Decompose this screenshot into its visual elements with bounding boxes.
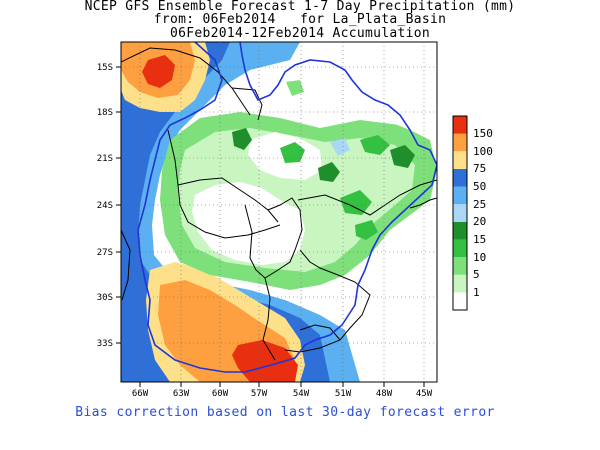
map-title-line-2: from: 06Feb2014 for La_Plata_Basin — [153, 12, 447, 27]
colorbar-label: 10 — [473, 251, 486, 264]
y-tick-label: 15S — [97, 63, 113, 73]
colorbar-swatch — [453, 239, 467, 258]
colorbar-swatch — [453, 292, 467, 310]
colorbar-label: 5 — [473, 268, 480, 281]
x-tick-label: 54W — [293, 389, 310, 399]
y-tick-label: 24S — [97, 201, 113, 211]
country-borders — [121, 47, 437, 361]
precip-15-20-cell-7 — [355, 220, 378, 240]
precip-20-25-cell-2 — [318, 162, 340, 182]
colorbar-swatch — [453, 274, 467, 293]
colorbar-swatch — [453, 151, 467, 169]
precip-15-20-cell-3 — [340, 190, 372, 215]
x-tick-label: 63W — [173, 389, 190, 399]
x-tick-label: 45W — [416, 389, 433, 399]
colorbar-swatch — [453, 168, 467, 187]
colorbar — [453, 116, 467, 310]
x-tick-label: 57W — [251, 389, 268, 399]
precip-15-20-cell-5 — [360, 135, 390, 155]
precip-150-nw — [142, 55, 175, 88]
y-tick-label: 18S — [97, 108, 113, 118]
colorbar-label: 75 — [473, 162, 486, 175]
colorbar-swatch — [453, 257, 467, 275]
precip-20-25-cell-4 — [390, 145, 415, 168]
colorbar-frame — [452, 115, 468, 311]
precip-15-20-cell-1 — [280, 142, 305, 163]
colorbar-label: 20 — [473, 215, 486, 228]
precip-10-15-cell-8 — [286, 80, 304, 96]
colorbar-swatch — [453, 133, 467, 152]
plot-frame — [120, 41, 438, 383]
x-tick-label: 66W — [132, 389, 149, 399]
y-tick-label: 27S — [97, 248, 113, 258]
graticule — [121, 42, 437, 382]
colorbar-label: 100 — [473, 145, 493, 158]
colorbar-swatch — [453, 116, 467, 134]
colorbar-label: 50 — [473, 180, 486, 193]
colorbar-swatch — [453, 221, 467, 240]
y-tick-label: 33S — [97, 339, 113, 349]
precip-20-25-cell-9 — [330, 138, 350, 156]
bias-correction-note: Bias correction based on last 30-day for… — [75, 405, 495, 420]
colorbar-swatch — [453, 186, 467, 205]
x-tick-label: 60W — [212, 389, 229, 399]
map-title-line-1: NCEP GFS Ensemble Forecast 1-7 Day Preci… — [84, 0, 516, 14]
y-tick-label: 30S — [97, 293, 113, 303]
precipitation-field — [121, 42, 437, 382]
x-tick-label: 51W — [335, 389, 352, 399]
map-title-line-3: 06Feb2014-12Feb2014 Accumulation — [169, 26, 431, 41]
y-tick-label: 21S — [97, 154, 113, 164]
colorbar-label: 15 — [473, 233, 486, 246]
colorbar-label: 1 — [473, 286, 480, 299]
colorbar-label: 150 — [473, 127, 493, 140]
basin-outline — [137, 42, 437, 373]
colorbar-swatch — [453, 204, 467, 222]
precip-20-25-cell-6 — [232, 128, 252, 150]
tick-marks — [116, 66, 425, 387]
colorbar-label: 25 — [473, 198, 486, 211]
x-tick-label: 48W — [376, 389, 393, 399]
